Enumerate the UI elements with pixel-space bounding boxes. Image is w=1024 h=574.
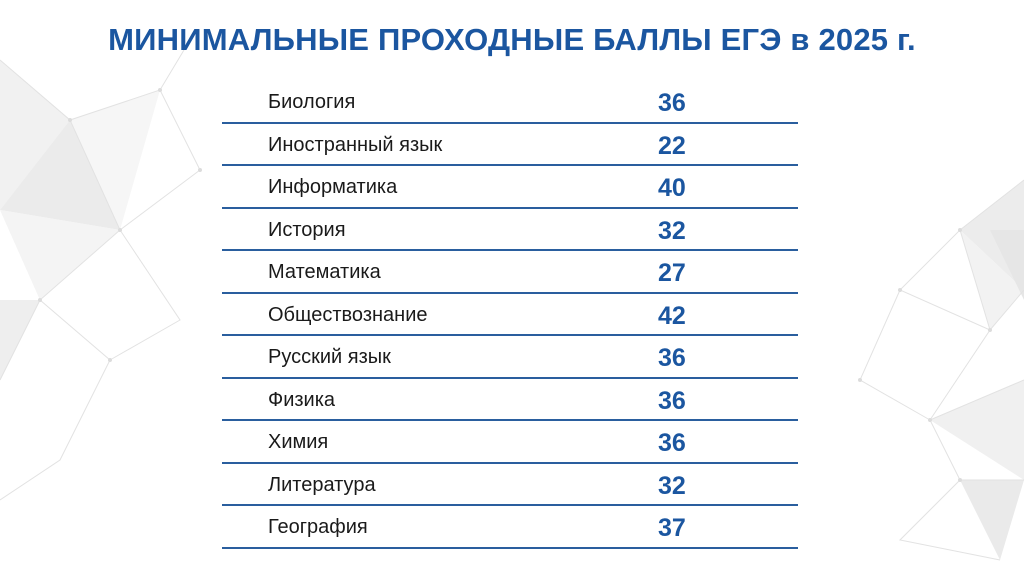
subject-name: Биология	[268, 91, 356, 113]
subject-name: Физика	[268, 388, 336, 411]
subject-name: Химия	[268, 431, 329, 453]
table-row: Русский язык 36	[222, 336, 798, 379]
minimum-score: 37	[658, 514, 686, 542]
table-row: История 32	[222, 209, 798, 251]
subject-name: Русский язык	[268, 346, 391, 368]
table-row: Физика 36	[222, 379, 798, 421]
table-row: Обществознание 42	[222, 294, 798, 336]
page-title: МИНИМАЛЬНЫЕ ПРОХОДНЫЕ БАЛЛЫ ЕГЭ в 2025 г…	[108, 22, 916, 57]
subject-name: Математика	[268, 261, 381, 283]
subject-name: Информатика	[268, 176, 398, 198]
table-row: География 37	[222, 506, 798, 549]
table-row: Биология 36	[222, 81, 798, 124]
table-row: Литература 32	[222, 464, 798, 506]
subject-name: Обществознание	[268, 303, 428, 326]
minimum-score: 36	[658, 386, 686, 415]
table-row: Математика 27	[222, 251, 798, 294]
subject-name: Иностранный язык	[268, 133, 443, 156]
subject-name: История	[268, 218, 346, 241]
minimum-score: 22	[658, 131, 686, 160]
minimum-score: 27	[658, 259, 686, 287]
minimum-score: 32	[658, 216, 686, 245]
minimum-score: 32	[658, 471, 686, 500]
subject-name: География	[268, 516, 368, 538]
minimum-score: 40	[658, 174, 686, 202]
subject-name: Литература	[268, 473, 376, 496]
minimum-score: 36	[658, 89, 686, 117]
table-row: Информатика 40	[222, 166, 798, 209]
score-table: Биология 36 Иностранный язык 22 Информатика 4…	[222, 81, 798, 549]
table-row: Иностранный язык 22	[222, 124, 798, 166]
minimum-score: 42	[658, 301, 686, 330]
minimum-score: 36	[658, 429, 686, 457]
minimum-score: 36	[658, 344, 686, 372]
table-row: Химия 36	[222, 421, 798, 464]
